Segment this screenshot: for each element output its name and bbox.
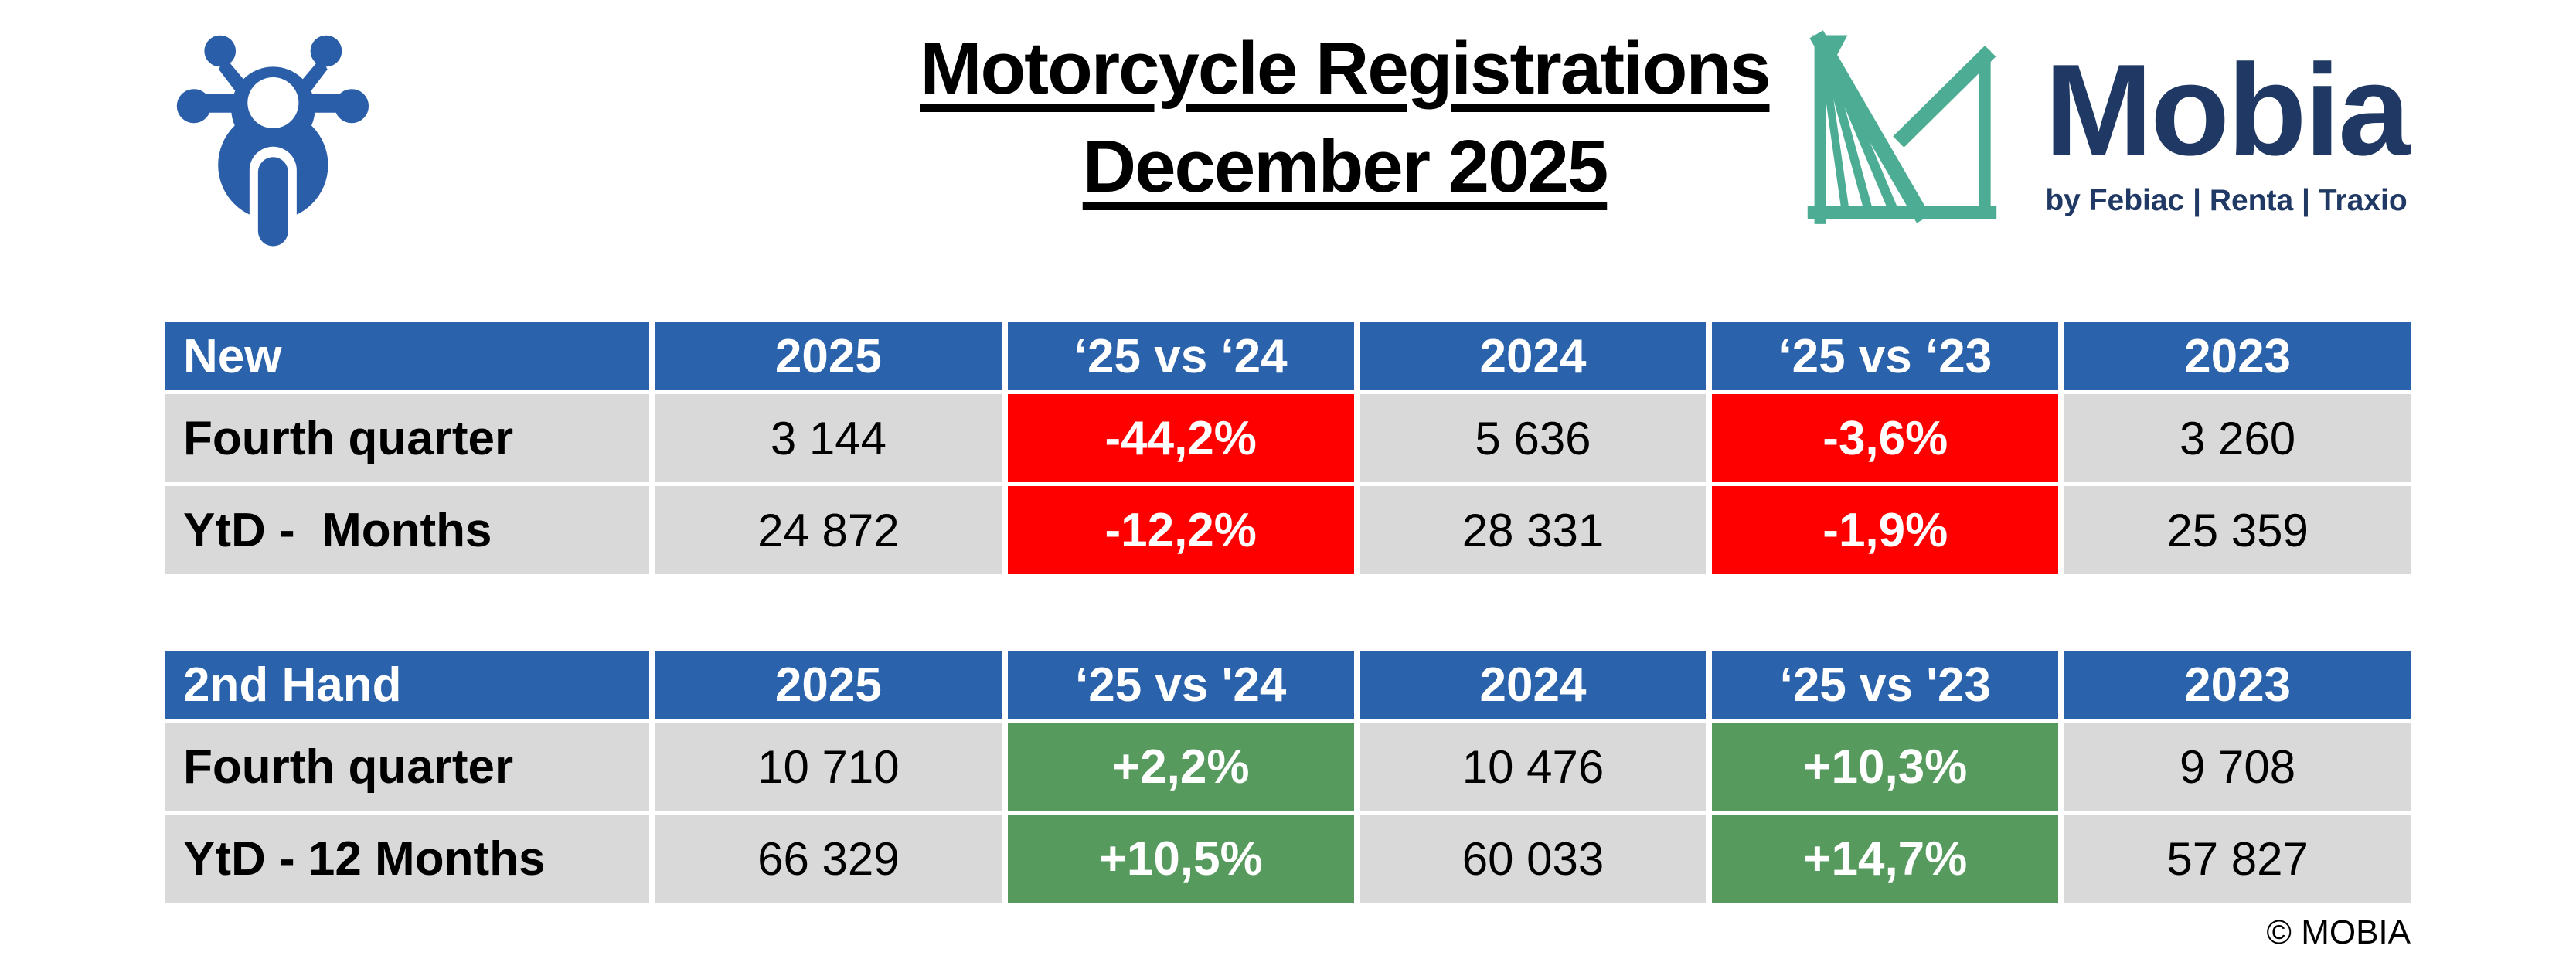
value-cell: 9 708 — [2064, 723, 2411, 811]
delta-cell: -12,2% — [1007, 486, 1354, 574]
row-label: YtD - 12 Months — [165, 815, 649, 903]
column-header-2023: 2023 — [2064, 322, 2411, 390]
value-cell: 28 331 — [1359, 486, 1707, 574]
column-header-25-vs-23: ‘25 vs '23 — [1712, 651, 2059, 719]
value-cell: 10 710 — [655, 723, 1002, 811]
column-header-2025: 2025 — [655, 322, 1002, 390]
row-label: Fourth quarter — [165, 394, 649, 482]
value-cell: 57 827 — [2064, 815, 2411, 903]
value-cell: 3 260 — [2064, 394, 2411, 482]
value-cell: 24 872 — [655, 486, 1002, 574]
delta-cell: +2,2% — [1007, 723, 1354, 811]
value-cell: 25 359 — [2064, 486, 2411, 574]
value-cell: 60 033 — [1359, 815, 1707, 903]
copyright-text: © MOBIA — [2266, 913, 2411, 951]
value-cell: 5 636 — [1359, 394, 1707, 482]
delta-cell: +14,7% — [1712, 815, 2059, 903]
column-header-2nd-hand: 2nd Hand — [165, 651, 649, 719]
delta-cell: +10,5% — [1007, 815, 1354, 903]
column-header-2025: 2025 — [655, 651, 1002, 719]
motorcycle-icon — [155, 9, 390, 260]
column-header-25-vs-24: ‘25 vs ‘24 — [1007, 322, 1354, 390]
new-registrations-table: New 2025 ‘25 vs ‘24 2024 ‘25 vs ‘23 2023… — [165, 322, 2411, 574]
value-cell: 10 476 — [1359, 723, 1707, 811]
value-cell: 66 329 — [655, 815, 1002, 903]
logo-brand: Mobia — [2044, 37, 2410, 182]
delta-cell: -3,6% — [1712, 394, 2059, 482]
delta-cell: -44,2% — [1007, 394, 1354, 482]
value-cell: 3 144 — [655, 394, 1002, 482]
title-line-2: December 2025 — [1082, 124, 1608, 208]
mobia-logo-mark-icon — [1805, 27, 1999, 242]
second-hand-registrations-table: 2nd Hand 2025 ‘25 vs '24 2024 ‘25 vs '23… — [165, 651, 2411, 903]
delta-cell: +10,3% — [1712, 723, 2059, 811]
delta-cell: -1,9% — [1712, 486, 2059, 574]
column-header-2024: 2024 — [1359, 651, 1707, 719]
page-title: Motorcycle Registrations December 2025 — [788, 20, 1901, 216]
column-header-25-vs-23: ‘25 vs ‘23 — [1712, 322, 2059, 390]
column-header-2024: 2024 — [1359, 322, 1707, 390]
column-header-new: New — [165, 322, 649, 390]
column-header-25-vs-24: ‘25 vs '24 — [1007, 651, 1354, 719]
row-label: Fourth quarter — [165, 723, 649, 811]
title-line-1: Motorcycle Registrations — [920, 27, 1771, 110]
row-label: YtD - Months — [165, 486, 649, 574]
mobia-logo-text: Mobia by Febiac | Renta | Traxio — [2031, 45, 2421, 218]
logo-tagline: by Febiac | Renta | Traxio — [2045, 184, 2408, 217]
column-header-2023: 2023 — [2064, 651, 2411, 719]
